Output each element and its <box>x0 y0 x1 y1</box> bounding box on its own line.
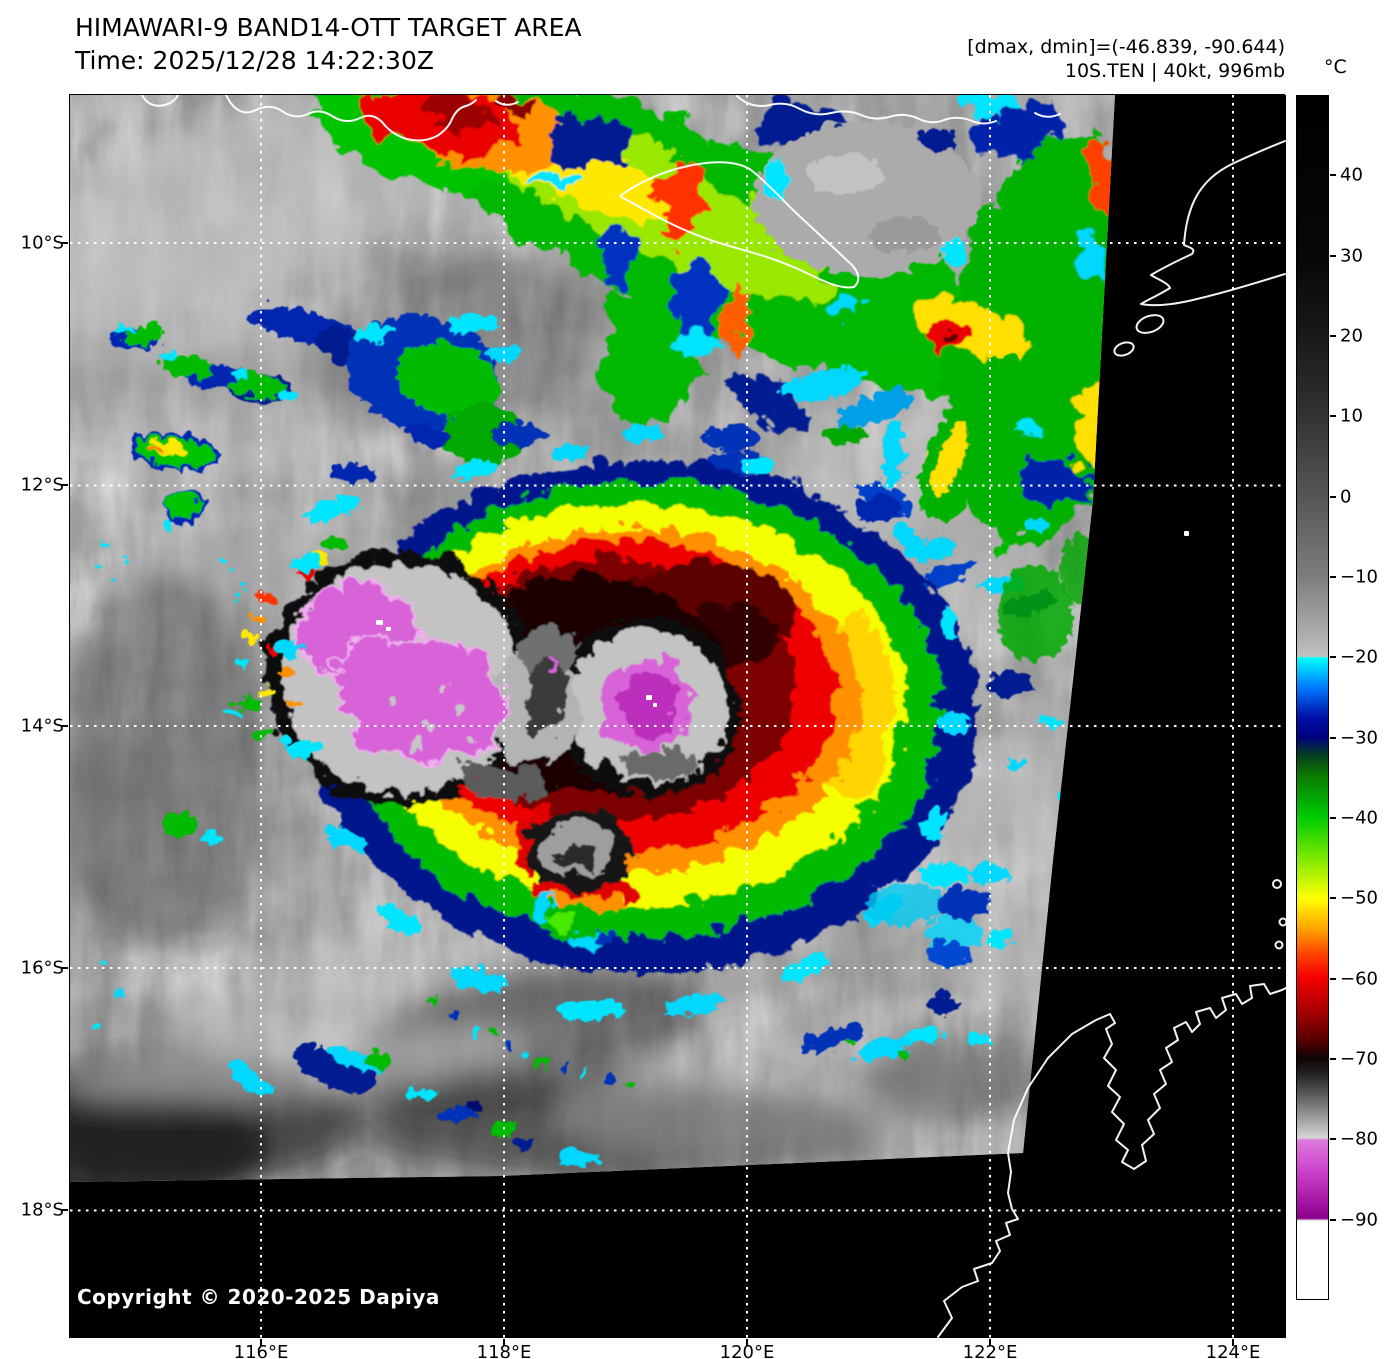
coastline-rote <box>1135 314 1165 334</box>
cbar-tick-10 <box>1330 415 1336 417</box>
cloud-shading <box>70 95 1100 1182</box>
overshoot-white-specks <box>376 620 657 707</box>
lon-tick-124e <box>1232 1339 1234 1346</box>
colorbar-unit-label: °C <box>1324 56 1347 78</box>
coastline-sumbawa <box>225 95 477 142</box>
coastline-islet1 <box>495 100 519 106</box>
lat-label-16s: 16°S <box>20 957 64 979</box>
cbar-tick-m70 <box>1330 1058 1336 1060</box>
lat-label-18s: 18°S <box>20 1199 64 1221</box>
coastline-semau <box>1113 341 1135 357</box>
cbar-tick-m90 <box>1330 1219 1336 1221</box>
lat-tick-14s <box>61 725 68 727</box>
coastline-lombok <box>141 95 179 107</box>
cbar-label-m70: −70 <box>1340 1048 1378 1070</box>
lat-tick-10s <box>61 242 68 244</box>
cbar-label-m90: −90 <box>1340 1209 1378 1231</box>
cbar-tick-0 <box>1330 496 1336 498</box>
lon-tick-118e <box>503 1339 505 1346</box>
lon-label-116e: 116°E <box>233 1342 289 1359</box>
lat-label-14s: 14°S <box>20 715 64 737</box>
cold-overshoot-center <box>329 630 501 760</box>
map-frame <box>69 94 1286 1338</box>
colorbar-gradient <box>1296 95 1329 1300</box>
coastline-islet2 <box>1034 112 1061 118</box>
copyright-label: Copyright © 2020-2025 Dapiya <box>77 1285 440 1309</box>
dmax-dmin-label: [dmax, dmin]=(-46.839, -90.644) <box>967 36 1285 58</box>
satellite-map <box>70 95 1286 1338</box>
cbar-tick-m10 <box>1330 576 1336 578</box>
coastline-island-b <box>1278 917 1286 927</box>
lat-label-12s: 12°S <box>20 474 64 496</box>
lon-tick-122e <box>989 1339 991 1346</box>
cbar-tick-40 <box>1330 174 1336 176</box>
storm-info-label: 10S.TEN | 40kt, 996mb <box>1064 60 1285 82</box>
cbar-label-m50: −50 <box>1340 887 1378 909</box>
lat-tick-16s <box>61 967 68 969</box>
cyclone-cyan-fringe <box>271 418 978 1015</box>
coastline-timor <box>1140 140 1286 307</box>
cbar-label-m30: −30 <box>1340 727 1378 749</box>
coastline-island-a <box>1272 879 1282 889</box>
band-gray-cloud <box>750 117 974 273</box>
lat-label-10s: 10°S <box>20 232 64 254</box>
cbar-tick-m80 <box>1330 1138 1336 1140</box>
lat-tick-12s <box>61 484 68 486</box>
cyclone <box>262 454 972 966</box>
coastlines <box>141 95 1286 1338</box>
cbar-label-10: 10 <box>1340 405 1363 427</box>
cbar-label-m80: −80 <box>1340 1128 1378 1150</box>
cbar-label-m60: −60 <box>1340 968 1378 990</box>
lat-tick-18s <box>61 1209 68 1211</box>
cbar-tick-m60 <box>1330 978 1336 980</box>
coastline-sumba <box>619 161 860 289</box>
north-convective-band <box>307 95 1115 534</box>
cbar-label-m40: −40 <box>1340 807 1378 829</box>
coastline-australia <box>937 983 1286 1338</box>
south-speck-trails <box>426 860 1009 1084</box>
lon-label-118e: 118°E <box>476 1342 532 1359</box>
northwest-cloud-chain <box>93 302 520 598</box>
lon-tick-120e <box>746 1339 748 1346</box>
cbar-label-20: 20 <box>1340 325 1363 347</box>
coastline-flores <box>736 95 997 125</box>
graticule <box>70 95 1286 1338</box>
lon-label-124e: 124°E <box>1205 1342 1261 1359</box>
cbar-tick-m30 <box>1330 737 1336 739</box>
cbar-tick-30 <box>1330 255 1336 257</box>
cbar-label-m20: −20 <box>1340 646 1378 668</box>
cbar-label-0: 0 <box>1340 486 1352 508</box>
lon-label-120e: 120°E <box>719 1342 775 1359</box>
coastline-island-c <box>1274 940 1284 950</box>
cbar-label-30: 30 <box>1340 245 1363 267</box>
page-title: HIMAWARI-9 BAND14-OTT TARGET AREA <box>75 13 582 42</box>
cbar-label-40: 40 <box>1340 164 1363 186</box>
cbar-tick-20 <box>1330 335 1336 337</box>
lon-label-122e: 122°E <box>962 1342 1018 1359</box>
timestamp-label: Time: 2025/12/28 14:22:30Z <box>75 46 434 75</box>
white-artifact-speck <box>1184 531 1189 536</box>
satellite-swath <box>70 95 1115 1182</box>
cbar-tick-m40 <box>1330 817 1336 819</box>
cbar-tick-m20 <box>1330 656 1336 658</box>
lon-tick-116e <box>260 1339 262 1346</box>
cbar-label-m10: −10 <box>1340 566 1378 588</box>
bottomleft-specks <box>92 808 597 1163</box>
cbar-tick-m50 <box>1330 897 1336 899</box>
